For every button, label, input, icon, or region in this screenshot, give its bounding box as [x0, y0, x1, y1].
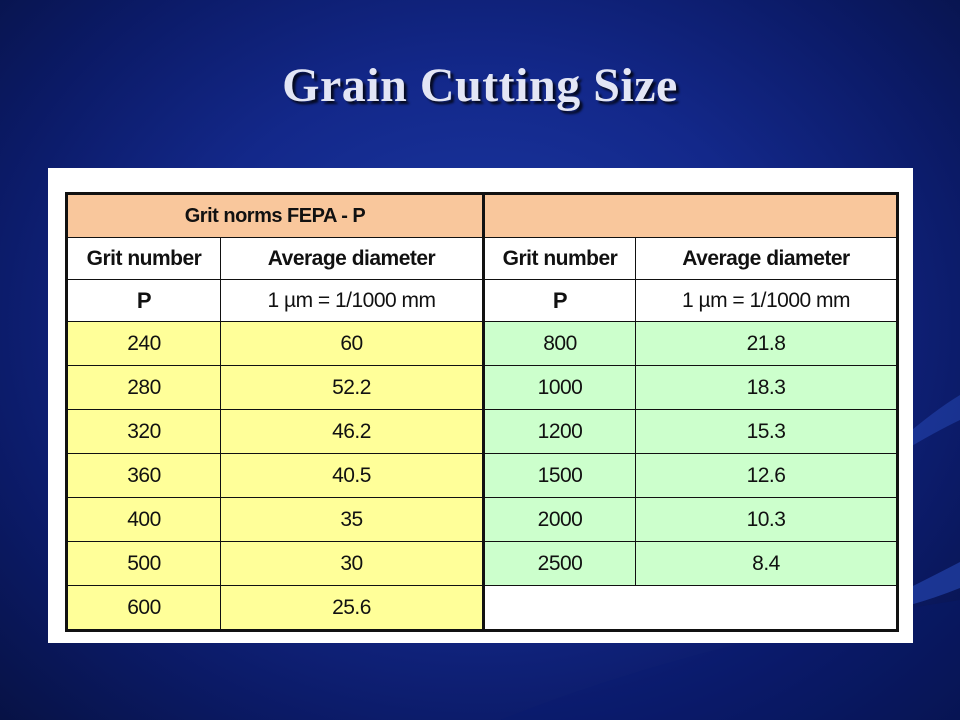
left-grit-cell: 240: [66, 321, 221, 366]
table-panel: Grit norms FEPA - P Grit number Average …: [48, 168, 913, 643]
left-diameter-cell: 46.2: [220, 409, 484, 454]
units-row: P 1 µm = 1/1000 mm P 1 µm = 1/1000 mm: [66, 279, 898, 322]
right-diameter-unit: 1 µm = 1/1000 mm: [635, 279, 898, 322]
left-grit-cell: 500: [66, 541, 221, 586]
left-average-diameter-header: Average diameter: [220, 237, 484, 280]
right-grit-cell: 2500: [482, 541, 636, 586]
right-diameter-cell: 18.3: [635, 365, 898, 410]
table-row: 320 46.2 1200 15.3: [66, 409, 898, 454]
left-grit-cell: 360: [66, 453, 221, 498]
grit-norms-table: Grit norms FEPA - P Grit number Average …: [65, 192, 899, 632]
right-grit-cell: 1000: [482, 365, 636, 410]
left-grit-cell: 320: [66, 409, 221, 454]
table-row: 600 25.6: [66, 585, 898, 631]
table-row: 500 30 2500 8.4: [66, 541, 898, 586]
right-empty-cell: [482, 585, 898, 631]
left-diameter-unit: 1 µm = 1/1000 mm: [220, 279, 484, 322]
right-diameter-cell: 15.3: [635, 409, 898, 454]
left-diameter-cell: 25.6: [220, 585, 484, 631]
table-group-header-row: Grit norms FEPA - P: [66, 193, 898, 238]
right-diameter-cell: 8.4: [635, 541, 898, 586]
right-diameter-cell: 12.6: [635, 453, 898, 498]
left-diameter-cell: 40.5: [220, 453, 484, 498]
right-group-header-empty: [482, 193, 898, 238]
table-row: 280 52.2 1000 18.3: [66, 365, 898, 410]
left-diameter-cell: 60: [220, 321, 484, 366]
left-grit-number-header: Grit number: [66, 237, 221, 280]
left-diameter-cell: 30: [220, 541, 484, 586]
right-average-diameter-header: Average diameter: [635, 237, 898, 280]
grit-norms-fepa-header: Grit norms FEPA - P: [66, 193, 484, 238]
left-diameter-cell: 52.2: [220, 365, 484, 410]
left-diameter-cell: 35: [220, 497, 484, 542]
left-grit-cell: 600: [66, 585, 221, 631]
left-grit-unit: P: [66, 279, 221, 322]
right-grit-unit: P: [482, 279, 636, 322]
left-grit-cell: 280: [66, 365, 221, 410]
right-grit-cell: 800: [482, 321, 636, 366]
table-row: 400 35 2000 10.3: [66, 497, 898, 542]
slide-title: Grain Cutting Size: [282, 59, 678, 112]
column-header-row: Grit number Average diameter Grit number…: [66, 237, 898, 280]
table-row: 360 40.5 1500 12.6: [66, 453, 898, 498]
right-grit-number-header: Grit number: [482, 237, 636, 280]
right-grit-cell: 2000: [482, 497, 636, 542]
left-grit-cell: 400: [66, 497, 221, 542]
right-diameter-cell: 10.3: [635, 497, 898, 542]
table-row: 240 60 800 21.8: [66, 321, 898, 366]
right-diameter-cell: 21.8: [635, 321, 898, 366]
right-grit-cell: 1200: [482, 409, 636, 454]
right-grit-cell: 1500: [482, 453, 636, 498]
